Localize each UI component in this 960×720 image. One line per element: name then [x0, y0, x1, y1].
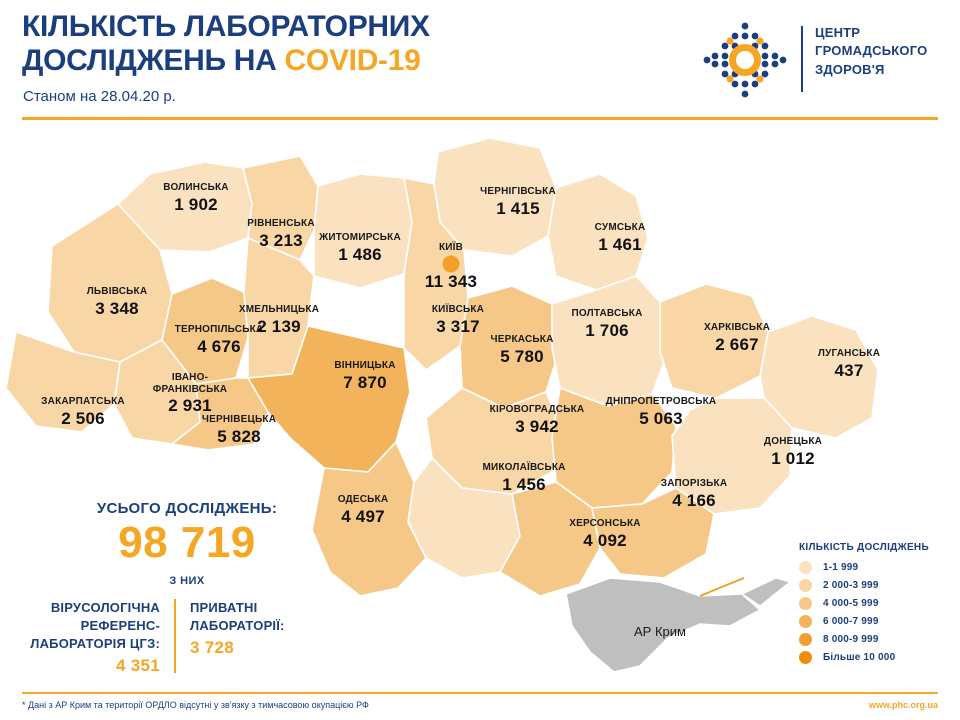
map-regions-svg — [5, 137, 879, 673]
region-23 — [591, 487, 715, 579]
region-11 — [659, 283, 769, 399]
legend-swatch-icon — [799, 615, 812, 628]
legend-swatch-icon — [799, 561, 812, 574]
title-covid-highlight: COVID-19 — [284, 43, 421, 77]
region-1 — [242, 155, 319, 261]
header: КІЛЬКІСТЬ ЛАБОРАТОРНИХ ДОСЛІДЖЕНЬ НА COV… — [0, 0, 960, 120]
region-14 — [5, 331, 121, 433]
region-2 — [313, 173, 413, 289]
legend-item: 8 000-9 999 — [799, 633, 959, 646]
reference-lab-label: ВІРУСОЛОГІЧНА РЕФЕРЕНС- ЛАБОРАТОРІЯ ЦГЗ: — [30, 600, 160, 652]
legend-label: 8 000-9 999 — [823, 634, 879, 645]
region-22 — [499, 481, 601, 597]
logo-line-1: ЦЕНТР — [815, 25, 861, 40]
legend-item: 1-1 999 — [799, 561, 959, 574]
site-url[interactable]: www.phc.org.ua — [868, 700, 938, 710]
legend-item: 4 000-5 999 — [799, 597, 959, 610]
legend-swatch-icon — [799, 597, 812, 610]
phc-logo-icon — [703, 22, 787, 98]
title-line-2-prefix: ДОСЛІДЖЕНЬ НА — [22, 43, 285, 77]
logo-line-3: ЗДОРОВ'Я — [815, 61, 885, 77]
logo-text: ЦЕНТР ГРОМАДСЬКОГО ЗДОРОВ'Я — [815, 24, 927, 79]
total-label: УСЬОГО ДОСЛІДЖЕНЬ: — [96, 500, 278, 517]
legend: КІЛЬКІСТЬ ДОСЛІДЖЕНЬ 1-1 999 2 000-3 999 4… — [799, 542, 959, 669]
region-17 — [425, 387, 561, 495]
legend-label: 1-1 999 — [823, 562, 859, 573]
summary-stats: УСЬОГО ДОСЛІДЖЕНЬ: 98 719 з них ВІРУСОЛО… — [22, 500, 352, 676]
title-line-2: ДОСЛІДЖЕНЬ НА COVID-19 — [22, 44, 430, 78]
logo-line-2: ГРОМАДСЬКОГО — [815, 43, 928, 59]
region-21 — [311, 441, 427, 597]
of-which-label: з них — [169, 575, 205, 588]
logo: ЦЕНТР ГРОМАДСЬКОГО ЗДОРОВ'Я — [703, 18, 943, 102]
header-divider — [22, 117, 938, 120]
region-10 — [551, 275, 669, 407]
legend-item: Більше 10 000 — [799, 651, 959, 664]
kyiv-city-dot-icon — [442, 255, 460, 273]
legend-item: 6 000-7 999 — [799, 615, 959, 628]
private-labs-label: ПРИВАТНІ ЛАБОРАТОРІЇ: — [190, 600, 285, 634]
legend-title: КІЛЬКІСТЬ ДОСЛІДЖЕНЬ — [799, 542, 929, 553]
legend-swatch-icon — [799, 633, 812, 646]
crimea-region — [565, 577, 762, 673]
region-4 — [547, 173, 649, 291]
kerch-spit — [740, 577, 792, 607]
stats-breakdown: ВІРУСОЛОГІЧНА РЕФЕРЕНС- ЛАБОРАТОРІЯ ЦГЗ:… — [22, 599, 352, 676]
private-labs-stat: ПРИВАТНІ ЛАБОРАТОРІЇ: 3 728 — [176, 599, 336, 658]
footnote: * Дані з АР Крим та території ОРДЛО відс… — [22, 700, 369, 710]
legend-rows: 1-1 999 2 000-3 999 4 000-5 999 6 000-7 999… — [799, 561, 959, 664]
private-labs-value: 3 728 — [190, 638, 235, 658]
total-value: 98 719 — [118, 518, 256, 567]
footer-divider — [22, 692, 938, 694]
reference-lab-stat: ВІРУСОЛОГІЧНА РЕФЕРЕНС- ЛАБОРАТОРІЯ ЦГЗ:… — [22, 599, 174, 676]
legend-label: 6 000-7 999 — [823, 616, 879, 627]
legend-label: Більше 10 000 — [823, 652, 896, 663]
region-12 — [759, 315, 879, 439]
legend-label: 2 000-3 999 — [823, 580, 879, 591]
region-15 — [171, 377, 269, 451]
page-title: КІЛЬКІСТЬ ЛАБОРАТОРНИХ ДОСЛІДЖЕНЬ НА COV… — [22, 10, 430, 78]
crimea-bridge-line — [699, 577, 745, 597]
stats-divider — [174, 599, 176, 674]
legend-label: 4 000-5 999 — [823, 598, 879, 609]
title-line-1: КІЛЬКІСТЬ ЛАБОРАТОРНИХ — [22, 10, 430, 43]
region-19 — [671, 397, 793, 515]
region-18 — [551, 387, 677, 509]
subtitle-date: Станом на 28.04.20 р. — [23, 88, 176, 105]
crimea-label: АР Крим — [634, 624, 686, 639]
legend-swatch-icon — [799, 651, 812, 664]
reference-lab-value: 4 351 — [115, 656, 160, 676]
legend-item: 2 000-3 999 — [799, 579, 959, 592]
logo-separator — [801, 26, 803, 92]
legend-swatch-icon — [799, 579, 812, 592]
region-9 — [459, 285, 561, 409]
